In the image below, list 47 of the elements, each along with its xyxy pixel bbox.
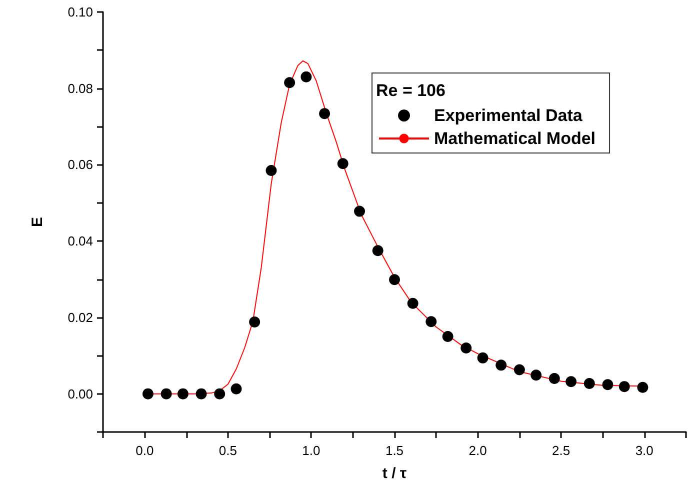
x-tick-label: 3.0 <box>635 443 654 458</box>
x-tick-label: 1.0 <box>302 443 320 458</box>
point <box>426 316 437 328</box>
point <box>514 364 525 376</box>
point <box>214 388 226 400</box>
point <box>389 274 400 286</box>
x-tick-label: 2.5 <box>552 443 570 458</box>
point <box>372 245 384 256</box>
point <box>354 206 366 217</box>
point <box>602 379 614 390</box>
legend-label: Mathematical Model <box>434 129 596 148</box>
y-tick-label: 0.08 <box>68 80 93 96</box>
point <box>584 378 595 390</box>
y-axis-title: E <box>29 216 46 228</box>
point <box>496 360 507 371</box>
x-tick-label: 2.0 <box>468 443 487 458</box>
x-tick-label: 1.5 <box>385 443 404 458</box>
point <box>319 108 330 120</box>
point <box>337 158 348 170</box>
point <box>460 342 472 354</box>
point <box>300 71 312 82</box>
point <box>249 316 260 328</box>
x-tick-label: 0.0 <box>136 443 154 458</box>
x-axis-title: t / τ <box>382 465 407 482</box>
x-tick-label: 0.5 <box>218 443 237 458</box>
y-tick-label: 0.04 <box>68 234 93 249</box>
y-tick-label: 0.10 <box>68 4 93 20</box>
y-tick-label: 0.00 <box>68 386 93 402</box>
legend-title: Re = 106 <box>376 81 446 100</box>
point <box>230 383 242 394</box>
point <box>196 388 207 400</box>
y-tick-label: 0.06 <box>68 157 93 172</box>
point <box>637 382 648 393</box>
point <box>160 388 172 400</box>
point <box>266 164 277 176</box>
point <box>142 388 154 400</box>
point <box>566 376 577 388</box>
point <box>618 381 630 392</box>
point <box>442 331 454 342</box>
point <box>407 298 418 309</box>
y-tick-label: 0.02 <box>68 310 93 325</box>
legend-label: Experimental Data <box>434 106 583 125</box>
point <box>530 370 542 381</box>
point <box>177 388 188 400</box>
point <box>477 352 488 364</box>
point <box>284 77 296 88</box>
point <box>548 373 560 384</box>
